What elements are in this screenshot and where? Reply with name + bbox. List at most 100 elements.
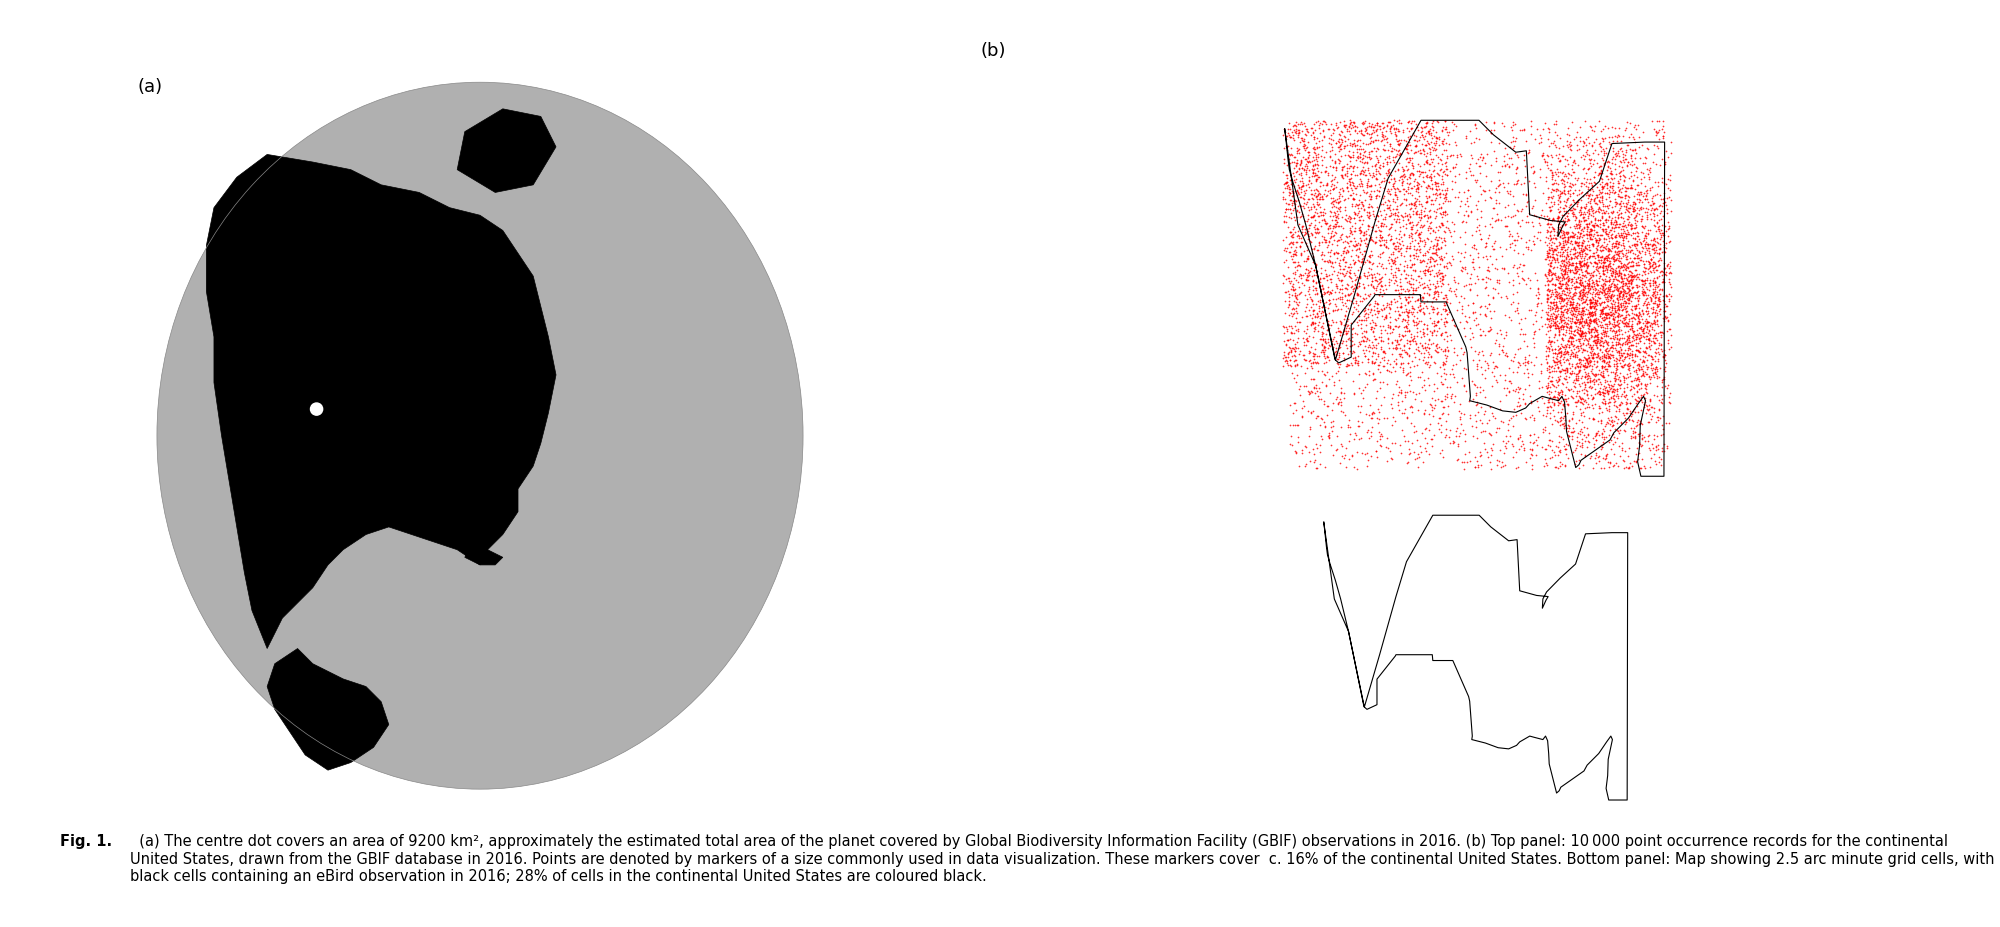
Point — [1418, 324, 1450, 338]
Point — [1356, 686, 1388, 701]
Point — [1500, 763, 1532, 778]
Point — [1414, 728, 1446, 743]
Point — [1544, 758, 1576, 773]
Point — [1430, 750, 1462, 765]
Point — [1374, 783, 1406, 798]
Point — [1372, 764, 1404, 779]
Point — [1508, 526, 1540, 540]
Point — [1406, 535, 1438, 550]
Point — [1344, 643, 1376, 658]
Point — [1334, 758, 1366, 773]
Point — [1566, 598, 1598, 613]
Point — [1554, 765, 1586, 780]
Point — [1378, 695, 1410, 710]
Point — [1560, 700, 1592, 715]
Point — [1402, 753, 1434, 768]
Point — [1474, 725, 1506, 740]
Point — [1498, 759, 1530, 774]
Point — [1544, 428, 1576, 443]
Point — [1564, 691, 1596, 705]
Point — [1376, 590, 1408, 604]
Point — [1452, 643, 1484, 658]
Point — [1396, 721, 1428, 736]
Point — [1486, 764, 1518, 779]
Point — [1398, 777, 1430, 792]
Point — [1588, 673, 1620, 688]
Point — [1424, 735, 1456, 750]
Point — [1602, 536, 1634, 551]
Point — [1416, 640, 1448, 654]
Point — [1578, 604, 1610, 619]
Point — [1396, 725, 1428, 740]
Point — [1324, 681, 1356, 696]
Point — [1484, 780, 1516, 794]
Point — [1586, 730, 1618, 744]
Point — [1506, 655, 1538, 670]
Point — [1326, 545, 1358, 560]
Point — [1314, 628, 1346, 642]
Point — [1318, 754, 1350, 768]
Point — [1360, 773, 1392, 788]
Point — [1316, 649, 1348, 664]
Point — [1598, 756, 1630, 770]
Point — [1336, 781, 1368, 795]
Point — [1568, 694, 1600, 709]
Point — [1336, 641, 1368, 656]
Point — [1608, 775, 1640, 790]
Point — [1460, 565, 1492, 580]
Point — [1356, 609, 1388, 624]
Point — [1560, 612, 1592, 627]
Point — [1482, 522, 1514, 537]
Point — [1536, 512, 1568, 527]
Point — [1638, 257, 1670, 272]
Point — [1556, 329, 1588, 344]
Point — [1398, 665, 1430, 679]
Point — [1458, 749, 1490, 764]
Point — [1446, 675, 1478, 690]
Point — [1310, 731, 1342, 746]
Point — [1328, 644, 1360, 659]
Point — [1442, 685, 1474, 700]
Point — [1480, 747, 1512, 762]
Point — [1602, 721, 1634, 736]
Point — [1504, 739, 1536, 754]
Point — [1564, 681, 1596, 696]
Point — [1560, 261, 1592, 276]
Point — [1510, 738, 1542, 753]
Point — [1458, 578, 1490, 593]
Point — [1484, 611, 1516, 626]
Point — [1614, 514, 1646, 528]
Point — [1544, 743, 1576, 757]
Point — [1524, 554, 1556, 569]
Point — [1570, 527, 1602, 541]
Point — [1368, 319, 1400, 334]
Point — [1576, 730, 1608, 745]
Point — [1414, 637, 1446, 652]
Point — [1378, 662, 1410, 677]
Point — [1600, 674, 1632, 689]
Point — [1420, 561, 1452, 576]
Point — [1368, 597, 1400, 612]
Point — [1524, 744, 1556, 759]
Point — [1312, 544, 1344, 559]
Point — [1414, 216, 1446, 231]
Point — [1332, 622, 1364, 637]
Point — [1336, 557, 1368, 572]
Point — [1564, 606, 1596, 621]
Point — [1342, 717, 1374, 732]
Point — [1582, 526, 1614, 540]
Point — [1530, 748, 1562, 763]
Point — [1406, 559, 1438, 574]
Point — [1338, 570, 1370, 585]
Point — [1320, 577, 1352, 591]
Point — [1458, 590, 1490, 604]
Point — [1458, 728, 1490, 743]
Point — [1312, 565, 1344, 580]
Point — [1482, 663, 1514, 678]
Point — [1524, 604, 1556, 619]
Point — [1528, 587, 1560, 602]
Point — [1512, 776, 1544, 791]
Point — [1532, 354, 1564, 369]
Point — [1512, 737, 1544, 752]
Point — [1372, 745, 1404, 760]
